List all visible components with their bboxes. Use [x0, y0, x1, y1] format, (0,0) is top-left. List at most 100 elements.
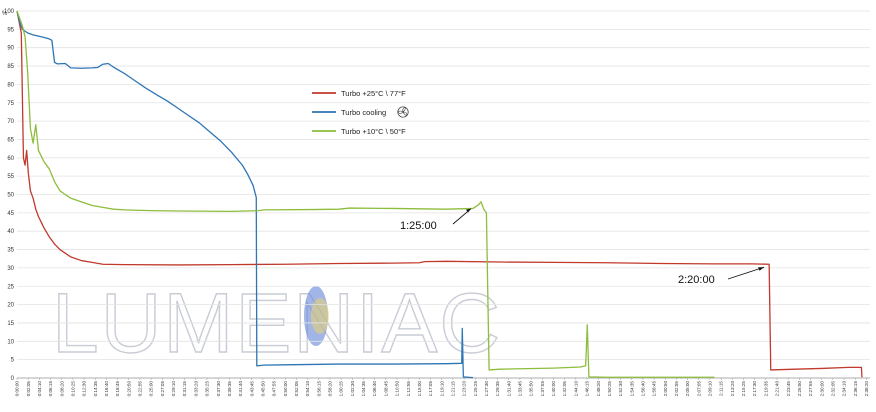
x-tick-label: 1:42:05: [562, 381, 567, 397]
x-tick-label: 0:37:30: [216, 381, 221, 397]
annotations: 1:25:00 2:20:00: [400, 208, 765, 286]
x-tick-label: 2:32:05: [830, 381, 835, 397]
x-tick-label: 1:35:50: [529, 381, 534, 397]
y-tick-label: 40: [7, 229, 14, 235]
x-tick-label: 1:25:25: [473, 381, 478, 397]
x-tick-label: 1:56:40: [640, 381, 645, 397]
x-tick-label: 2:05:00: [685, 381, 690, 397]
x-tick-label: 0:27:05: [160, 381, 165, 397]
x-tick-label: 0:02:05: [26, 381, 31, 397]
x-tick-label: 1:02:30: [350, 381, 355, 397]
annotation-label: 1:25:00: [400, 220, 437, 232]
x-tick-label: 1:46:15: [585, 381, 590, 397]
x-tick-label: 0:29:10: [171, 381, 176, 397]
x-tick-label: 2:30:00: [819, 381, 824, 397]
annotation-arrow: [727, 266, 765, 280]
x-tick-label: 2:09:10: [708, 381, 713, 397]
y-tick-label: 10: [7, 339, 14, 345]
x-tick-label: 1:27:30: [484, 381, 489, 397]
annotation-label: 2:20:00: [678, 274, 715, 286]
x-tick-label: 0:18:45: [115, 381, 120, 397]
x-tick-label: 1:31:40: [506, 381, 511, 397]
x-tick-label: 2:25:50: [797, 381, 802, 397]
legend-label: Turbo cooling: [341, 108, 386, 117]
x-tick-label: 0:12:30: [82, 381, 87, 397]
y-tick-label: 35: [7, 248, 14, 254]
x-tick-label: 1:23:20: [462, 381, 467, 397]
x-tick-label: 1:54:35: [629, 381, 634, 397]
annotation-arrowhead: [466, 208, 472, 213]
y-tick-label: 45: [7, 211, 14, 217]
x-tick-label: 0:35:25: [205, 381, 210, 397]
legend-label: Turbo +10°C \ 50°F: [341, 127, 406, 136]
x-tick-label: 0:10:25: [70, 381, 75, 397]
x-tick-label: 2:02:55: [674, 381, 679, 397]
x-tick-label: 2:34:10: [842, 381, 847, 397]
y-axis-label: %: [2, 11, 8, 17]
watermark-logo-glow: [311, 298, 329, 334]
x-tick-label: 2:36:15: [853, 381, 858, 397]
series-line-2: [16, 10, 474, 379]
x-tick-label: 2:19:35: [763, 381, 768, 397]
x-tick-label: 1:33:45: [518, 381, 523, 397]
x-tick-label: 0:33:20: [193, 381, 198, 397]
y-tick-label: 30: [7, 266, 14, 272]
x-tick-label: 1:17:05: [428, 381, 433, 397]
y-tick-label: 85: [7, 64, 14, 70]
y-tick-label: 55: [7, 174, 14, 180]
x-tick-label: 0:39:35: [227, 381, 232, 397]
x-tick-label: 0:16:40: [104, 381, 109, 397]
x-tick-label: 1:44:10: [573, 381, 578, 397]
x-tick-label: 0:31:15: [182, 381, 187, 397]
x-tick-label: 1:48:20: [596, 381, 601, 397]
y-tick-label: 65: [7, 137, 14, 143]
x-tick-label: 0:45:50: [260, 381, 265, 397]
x-tick-label: 1:10:50: [395, 381, 400, 397]
x-tick-label: 2:13:20: [730, 381, 735, 397]
x-tick-label: 2:38:20: [864, 381, 869, 397]
x-tick-label: 0:00:00: [15, 381, 20, 397]
x-tick-label: 0:52:05: [294, 381, 299, 397]
y-tick-label: 95: [7, 27, 14, 33]
y-tick-label: 90: [7, 46, 14, 52]
series-line-3: [16, 10, 715, 378]
x-tick-label: 0:47:55: [272, 381, 277, 397]
gridlines: [17, 10, 870, 379]
x-tick-label: 1:52:30: [618, 381, 623, 397]
x-tick-label: 1:19:10: [439, 381, 444, 397]
x-tick-label: 2:21:40: [775, 381, 780, 397]
x-tick-label: 1:08:45: [383, 381, 388, 397]
x-tick-label: 1:21:15: [450, 381, 455, 397]
x-tick-label: 1:04:35: [361, 381, 366, 397]
x-tick-label: 1:50:25: [607, 381, 612, 397]
x-tick-label: 0:56:15: [316, 381, 321, 397]
x-tick-label: 1:15:00: [417, 381, 422, 397]
x-tick-label: 1:37:55: [540, 381, 545, 397]
y-tick-label: 70: [7, 119, 14, 125]
y-tick-label: 100: [4, 9, 15, 15]
x-tick-label: 0:08:20: [59, 381, 64, 397]
x-tick-label: 2:23:45: [786, 381, 791, 397]
series-lines: [16, 10, 863, 379]
y-tick-label: 80: [7, 82, 14, 88]
y-tick-label: 15: [7, 321, 14, 327]
x-axis-ticks: 0:00:00 0:02:05 0:04:10 0:06:15 0:08:20 0:10:…: [15, 378, 869, 396]
x-tick-label: 0:50:00: [283, 381, 288, 397]
x-tick-label: 1:00:25: [339, 381, 344, 397]
x-tick-label: 1:40:00: [551, 381, 556, 397]
y-tick-label: 60: [7, 156, 14, 162]
x-tick-label: 0:20:50: [126, 381, 131, 397]
y-tick-label: 5: [11, 358, 15, 364]
y-tick-label: 25: [7, 284, 14, 290]
x-tick-label: 1:58:45: [652, 381, 657, 397]
series-line-1: [16, 10, 863, 378]
x-tick-label: 0:14:35: [93, 381, 98, 397]
x-tick-label: 0:43:45: [249, 381, 254, 397]
legend: Turbo +25°C \ 77°F Turbo cooling Turbo +10…: [312, 89, 409, 136]
x-tick-label: 0:22:55: [138, 381, 143, 397]
y-tick-label: 20: [7, 303, 14, 309]
annotation-arrowhead: [758, 267, 765, 271]
x-tick-label: 1:12:55: [406, 381, 411, 397]
y-axis-ticks: 0 5 10 15 20 25 30 35 40 45 50 55 60 65 70 75 80 85 90 95 10…: [4, 9, 15, 382]
